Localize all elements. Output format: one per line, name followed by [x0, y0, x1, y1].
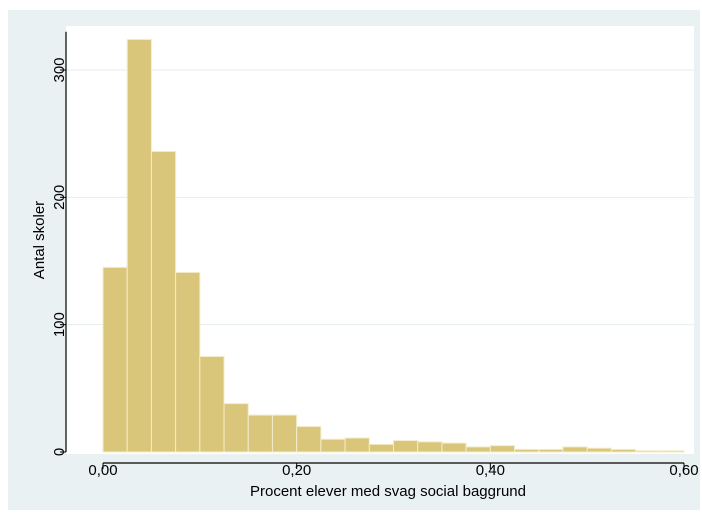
histogram-bar [150, 150, 177, 453]
histogram-bar [320, 438, 346, 453]
y-tick-label: 0 [51, 448, 68, 456]
histogram-bar [102, 266, 128, 453]
histogram-bar [514, 448, 540, 453]
histogram-bar [562, 446, 588, 453]
histogram-bar [659, 450, 685, 453]
x-axis-ticks: 0,00 0,20 0,40 0,60 [88, 462, 698, 479]
histogram-bar [465, 446, 491, 453]
histogram-bar [635, 450, 661, 453]
y-axis-ticks: 0 100 200 300 [51, 57, 68, 456]
x-tick-label: 0,20 [282, 462, 311, 479]
histogram-bar [441, 442, 467, 453]
axes [65, 31, 684, 464]
histogram-bar [247, 414, 273, 453]
y-axis-title: Antal skoler [31, 201, 48, 279]
histogram-bars [102, 38, 685, 453]
histogram-bar [296, 426, 322, 453]
histogram-bar [489, 445, 516, 453]
histogram-bar [586, 447, 612, 453]
y-tick-label: 100 [51, 312, 68, 337]
x-tick-label: 0,40 [476, 462, 505, 479]
histogram-bar [538, 448, 564, 453]
histogram-bar [368, 443, 394, 453]
histogram-bar [393, 440, 419, 453]
x-tick-label: 0,00 [88, 462, 117, 479]
histogram-bar [271, 414, 298, 453]
histogram-bar [175, 271, 201, 453]
histogram-bar [417, 441, 443, 453]
x-axis-title: Procent elever med svag social baggrund [250, 483, 526, 500]
y-tick-label: 300 [51, 57, 68, 82]
histogram-bar [199, 356, 225, 453]
histogram-bar [126, 38, 152, 453]
y-tick-label: 200 [51, 185, 68, 210]
histogram-bar [610, 448, 637, 453]
x-tick-label: 0,60 [669, 462, 698, 479]
histogram-bar [223, 403, 249, 453]
histogram-bar [344, 437, 370, 453]
